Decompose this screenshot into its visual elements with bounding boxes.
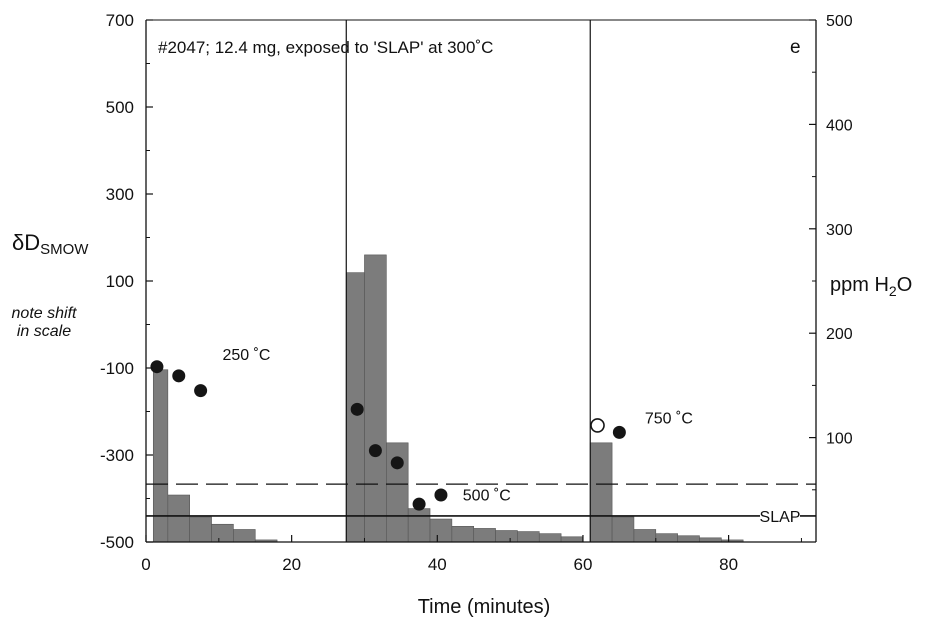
left-tick-label-2: -100 (100, 359, 134, 378)
temperature-label-1: 500 ˚C (463, 488, 511, 505)
x-tick-label-4: 80 (719, 555, 738, 574)
ppm-bar-18 (611, 516, 635, 543)
temperature-label-0: 250 ˚C (222, 347, 270, 364)
panel-label: e (790, 37, 801, 58)
ppm-bar-13 (495, 530, 518, 543)
filled-point-0 (150, 360, 164, 374)
y-axis-right-label: ppm H2O (830, 274, 912, 299)
x-tick-label-1: 20 (282, 555, 301, 574)
ppm-bar-14 (517, 531, 540, 543)
y-right-label-end: O (897, 274, 913, 296)
ppm-bar-20 (655, 533, 678, 543)
filled-point-7 (434, 488, 448, 502)
ppm-bar-21 (677, 535, 700, 543)
y-left-label-sub: SMOW (40, 241, 89, 258)
ppm-bar-9 (407, 508, 431, 543)
ppm-bar-3 (211, 523, 234, 543)
open-point-8 (590, 418, 605, 433)
filled-point-6 (412, 497, 426, 511)
right-tick-label-4: 500 (826, 13, 853, 30)
filled-point-3 (350, 402, 364, 416)
right-tick-label-3: 400 (826, 117, 853, 134)
ppm-bar-1 (167, 494, 190, 543)
filled-point-5 (390, 456, 404, 470)
y-left-label-main: δD (12, 230, 40, 255)
temperature-label-2: 750 ˚C (645, 411, 693, 428)
x-tick-label-0: 0 (141, 555, 150, 574)
left-tick-label-0: -500 (100, 533, 134, 552)
reference-lines-layer: SLAP (146, 20, 816, 542)
x-tick-label-3: 60 (573, 555, 592, 574)
filled-point-1 (172, 369, 186, 383)
points-layer: 250 ˚C 500 ˚C 750 ˚C (150, 347, 693, 511)
filled-point-4 (368, 444, 382, 458)
ppm-bar-11 (451, 526, 475, 543)
annotation-title: #2047; 12.4 mg, exposed to 'SLAP' at 300… (158, 38, 493, 57)
ppm-bar-12 (473, 528, 496, 543)
bars-layer (152, 254, 744, 543)
ppm-bar-15 (538, 533, 562, 543)
ppm-bar-19 (633, 529, 657, 543)
ppm-bar-16 (560, 536, 584, 543)
slap-label-bg (760, 505, 800, 526)
left-tick-label-5: 500 (106, 98, 134, 117)
left-tick-label-1: -300 (100, 446, 134, 465)
ppm-bar-17 (589, 442, 613, 543)
side-note-line2: in scale (17, 323, 71, 340)
side-note-line1: note shift (12, 305, 77, 322)
left-tick-label-6: 700 (106, 11, 134, 30)
ppm-bar-4 (233, 529, 256, 543)
y-right-label-main: ppm H (830, 274, 889, 296)
y-right-label-sub: 2 (889, 283, 897, 299)
left-tick-label-4: 300 (106, 185, 134, 204)
ppm-bar-10 (429, 518, 453, 543)
filled-point-9 (612, 425, 626, 439)
right-tick-label-0: 100 (826, 431, 853, 448)
right-tick-label-1: 200 (826, 326, 853, 343)
ppm-bar-2 (189, 516, 212, 543)
filled-point-2 (194, 384, 208, 398)
left-tick-label-3: 100 (106, 272, 134, 291)
y-axis-left-label: δDSMOW (12, 230, 89, 258)
x-axis-label: Time (minutes) (418, 596, 551, 618)
axes-layer: 0 20 40 60 80 -500 -300 -100 100 300 500 700 100 200 3… (100, 11, 853, 574)
slap-label: SLAP (760, 509, 801, 526)
right-tick-label-2: 300 (826, 222, 853, 239)
x-tick-label-2: 40 (428, 555, 447, 574)
ppm-bar-7 (364, 254, 387, 543)
